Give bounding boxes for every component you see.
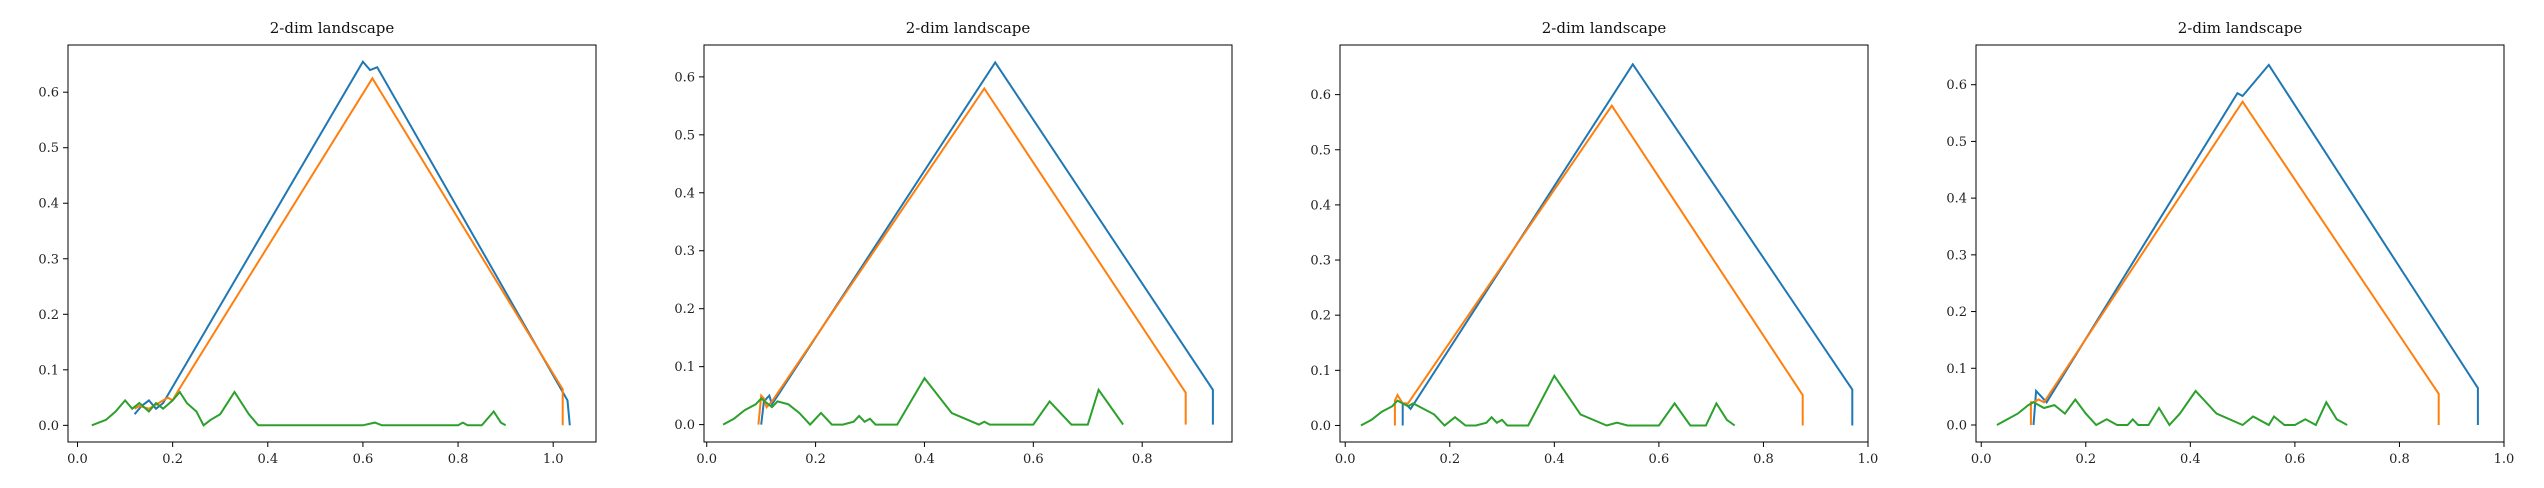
y-tick-label: 0.4 [1946, 192, 1967, 207]
x-tick-label: 0.6 [1649, 452, 1670, 467]
x-tick-label: 0.8 [1132, 452, 1153, 467]
axes-frame [67, 44, 597, 443]
y-tick-label: 0.2 [674, 302, 695, 317]
x-tick-label: 0.0 [1971, 452, 1992, 467]
x-tick-label: 0.6 [1023, 452, 1044, 467]
y-tick-label: 0.5 [1946, 135, 1967, 150]
chart-panel-4: 2-dim landscape 0.0 0.2 0.4 0.6 0.8 1.0 0.0 0.1 0… [1908, 0, 2528, 488]
series-line-2 [1393, 103, 1804, 426]
y-tick-label: 0.3 [38, 252, 59, 267]
y-tick-label: 0.3 [674, 244, 695, 259]
x-tick-label: 0.8 [448, 452, 469, 467]
x-tick-label: 0.2 [805, 452, 826, 467]
chart-title: 2-dim landscape [1542, 19, 1667, 37]
y-tick-label: 0.1 [1946, 362, 1967, 377]
y-tick-label: 0.6 [1946, 78, 1967, 93]
x-tick-label: 0.0 [67, 452, 88, 467]
y-tick-label: 0.6 [674, 70, 695, 85]
series-line-3 [722, 376, 1124, 427]
y-tick-label: 0.2 [38, 308, 59, 323]
chart-panel-2: 2-dim landscape 0.0 0.2 0.4 0.6 0.8 0.0 0.1 0.2 0… [636, 0, 1256, 488]
x-tick-label: 0.0 [696, 452, 717, 467]
chart-title: 2-dim landscape [906, 19, 1031, 37]
y-tick-label: 0.2 [1310, 309, 1331, 324]
x-tick-label: 0.4 [914, 452, 935, 467]
chart-svg-3: 2-dim landscape 0.0 0.2 0.4 0.6 0.8 1.0 0.0 0.1 0… [1310, 19, 1879, 467]
x-tick-label: 1.0 [2494, 452, 2515, 467]
y-tick-label: 0.3 [1310, 254, 1331, 269]
y-tick-label: 0.4 [1310, 198, 1331, 213]
chart-panel-1: 2-dim landscape 0.0 0.2 0.4 0.6 0.8 1.0 0.0 0.1 0… [0, 0, 620, 488]
y-tick-label: 0.0 [1310, 419, 1331, 434]
y-tick-label: 0.4 [674, 186, 695, 201]
y-tick-label: 0.1 [38, 363, 59, 378]
x-tick-label: 0.2 [162, 452, 183, 467]
x-tick-label: 1.0 [1858, 452, 1879, 467]
axes-frame [1975, 44, 2505, 443]
y-tick-label: 0.5 [674, 128, 695, 143]
series-line-1 [2032, 63, 2479, 426]
y-tick-label: 0.4 [38, 197, 59, 212]
axes-frame [1339, 44, 1869, 443]
series-line-1 [133, 59, 571, 426]
series-line-3 [1996, 389, 2348, 427]
y-tick-label: 0.1 [674, 360, 695, 375]
y-tick-label: 0.6 [38, 86, 59, 101]
x-tick-label: 0.6 [353, 452, 374, 467]
series-line-1 [1401, 62, 1854, 426]
x-tick-label: 0.6 [2285, 452, 2306, 467]
chart-title: 2-dim landscape [2178, 19, 2303, 37]
x-tick-label: 0.4 [2180, 452, 2201, 467]
y-tick-label: 0.2 [1946, 305, 1967, 320]
x-tick-label: 1.0 [543, 452, 564, 467]
chart-panel-3: 2-dim landscape 0.0 0.2 0.4 0.6 0.8 1.0 0.0 0.1 0… [1272, 0, 1892, 488]
y-tick-label: 0.3 [1946, 248, 1967, 263]
y-tick-label: 0.0 [1946, 418, 1967, 433]
series-line-2 [2029, 99, 2440, 425]
x-tick-label: 0.4 [1544, 452, 1565, 467]
series-line-3 [1360, 373, 1736, 427]
x-tick-label: 0.8 [1753, 452, 1774, 467]
y-tick-label: 0.5 [38, 141, 59, 156]
y-tick-label: 0.5 [1310, 143, 1331, 158]
series-line-2 [757, 86, 1187, 425]
series-line-1 [760, 60, 1214, 425]
x-tick-label: 0.4 [257, 452, 278, 467]
y-tick-label: 0.0 [38, 419, 59, 434]
x-tick-label: 0.8 [2389, 452, 2410, 467]
x-tick-label: 0.2 [1439, 452, 1460, 467]
series-line-2 [134, 76, 564, 426]
series-line-3 [91, 390, 507, 427]
x-tick-label: 0.0 [1335, 452, 1356, 467]
y-tick-label: 0.1 [1310, 364, 1331, 379]
y-tick-label: 0.0 [674, 418, 695, 433]
chart-svg-1: 2-dim landscape 0.0 0.2 0.4 0.6 0.8 1.0 0.0 0.1 0… [38, 19, 597, 467]
chart-svg-2: 2-dim landscape 0.0 0.2 0.4 0.6 0.8 0.0 0.1 0.2 0… [674, 19, 1233, 467]
y-tick-label: 0.6 [1310, 88, 1331, 103]
chart-svg-4: 2-dim landscape 0.0 0.2 0.4 0.6 0.8 1.0 0.0 0.1 0… [1946, 19, 2515, 467]
chart-title: 2-dim landscape [270, 19, 395, 37]
axes-frame [703, 44, 1233, 443]
x-tick-label: 0.2 [2075, 452, 2096, 467]
